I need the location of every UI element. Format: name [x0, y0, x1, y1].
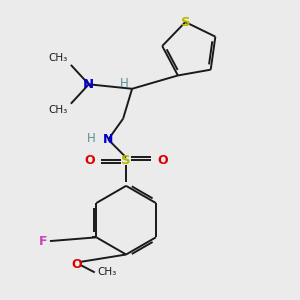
Text: S: S — [181, 16, 190, 28]
Text: F: F — [38, 235, 47, 248]
Text: CH₃: CH₃ — [49, 53, 68, 63]
Text: O: O — [84, 154, 95, 167]
Text: CH₃: CH₃ — [98, 267, 117, 278]
Text: O: O — [158, 154, 168, 167]
Text: CH₃: CH₃ — [49, 105, 68, 115]
Text: S: S — [121, 154, 131, 167]
Text: H: H — [120, 77, 129, 90]
Text: N: N — [103, 133, 113, 146]
Text: N: N — [83, 78, 94, 91]
Text: H: H — [87, 132, 96, 145]
Text: O: O — [71, 259, 82, 272]
